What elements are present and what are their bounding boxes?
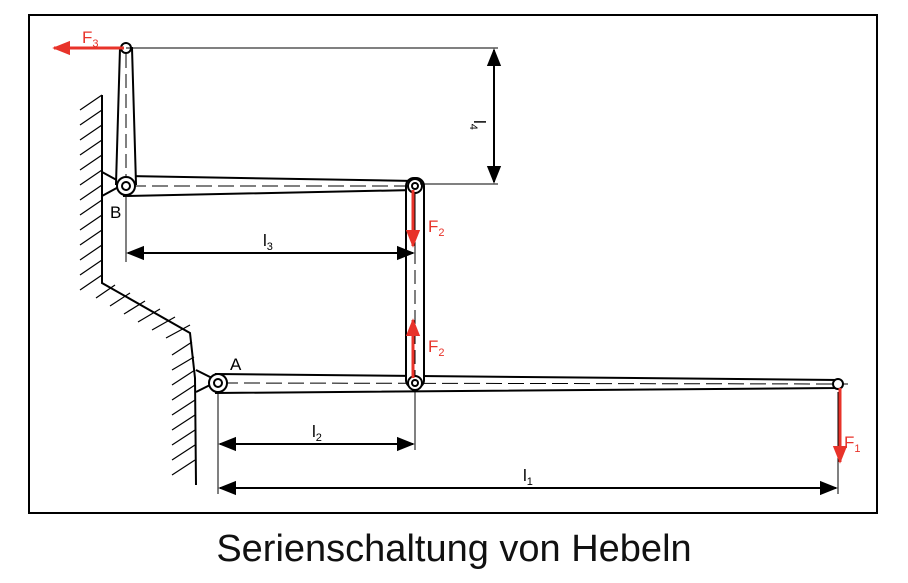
extension-lines [125,47,839,494]
label-l4: l4 [467,120,489,130]
label-f1: F1 [844,433,861,455]
joint-b [116,176,136,196]
label-l2: l2 [312,422,322,444]
joint-lever-end [832,378,844,390]
label-point-b: B [110,203,121,222]
lever-upper [123,174,420,198]
caption: Serienschaltung von Hebeln [216,528,692,570]
wall [79,94,197,486]
joint-rod-bottom [407,375,423,391]
label-f2-bottom: F2 [428,337,445,359]
lever-diagram: A B F1 F2 F2 F3 l1 l2 l3 l4 [52,28,861,496]
diagram-frame [28,14,878,514]
label-point-a: A [230,355,242,374]
label-f2-top: F2 [428,217,445,239]
joint-rod-top [407,178,423,194]
label-l3: l3 [263,231,273,253]
arm-vertical [114,47,138,185]
lever-lower [215,372,849,395]
label-f3: F3 [82,28,99,50]
label-l1: l1 [523,466,533,488]
joint-a [208,373,228,393]
